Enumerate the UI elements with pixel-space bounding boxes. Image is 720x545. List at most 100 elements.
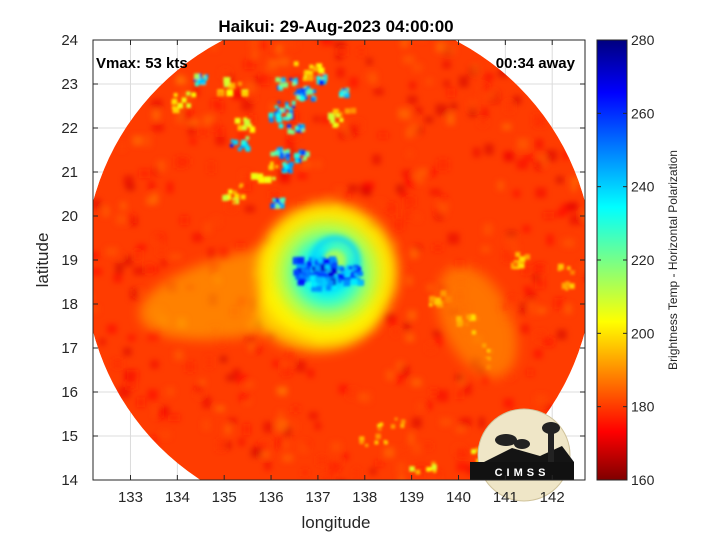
cell-pixel xyxy=(172,106,180,114)
swath-pixel xyxy=(150,360,159,369)
swath-pixel xyxy=(317,455,328,465)
swath-pixel xyxy=(126,369,139,380)
swath-pixel xyxy=(189,138,197,145)
cell-pixel xyxy=(177,102,184,109)
cell-pixel xyxy=(277,110,282,115)
swath-pixel xyxy=(427,168,437,177)
swath-pixel xyxy=(510,297,519,308)
swath-pixel xyxy=(479,117,488,127)
swath-pixel xyxy=(192,232,203,243)
swath-pixel xyxy=(136,397,146,408)
swath-pixel xyxy=(374,200,385,209)
swath-pixel xyxy=(337,479,346,480)
y-tick-label: 14 xyxy=(61,472,78,489)
swath-pixel xyxy=(244,334,256,343)
swath-pixel xyxy=(195,390,204,399)
cell-pixel xyxy=(316,277,324,284)
colorbar-tick-label: 280 xyxy=(631,32,655,48)
cell-pixel xyxy=(343,269,350,276)
cell-pixel xyxy=(344,108,351,114)
swath-pixel xyxy=(413,244,422,252)
cell-pixel xyxy=(287,162,293,169)
cell-pixel xyxy=(194,82,199,87)
cell-pixel xyxy=(316,285,323,292)
swath-pixel xyxy=(152,167,160,176)
swath-pixel xyxy=(412,172,425,185)
swath-pixel xyxy=(534,278,545,289)
swath-pixel xyxy=(447,88,456,97)
swath-pixel xyxy=(286,357,295,366)
logo-tower-tank xyxy=(542,422,560,434)
cell-pixel xyxy=(293,269,300,276)
swath-pixel xyxy=(156,408,165,421)
cell-pixel xyxy=(277,107,281,111)
cell-pixel xyxy=(181,97,187,103)
swath-pixel xyxy=(481,245,491,253)
cell-pixel xyxy=(335,123,339,127)
swath-pixel xyxy=(333,457,342,466)
logo-satellite-dish-2 xyxy=(514,439,530,449)
cell-pixel xyxy=(173,93,178,97)
swath-pixel xyxy=(93,268,102,276)
swath-pixel xyxy=(290,81,302,92)
swath-pixel xyxy=(505,233,517,244)
cell-pixel xyxy=(279,154,285,160)
swath-pixel xyxy=(404,176,412,184)
swath-pixel xyxy=(251,50,259,60)
cell-pixel xyxy=(257,173,264,179)
cell-pixel xyxy=(281,77,286,83)
cell-pixel xyxy=(301,127,306,132)
cell-pixel xyxy=(234,193,240,199)
swath-pixel xyxy=(238,393,250,402)
swath-pixel xyxy=(432,244,443,252)
cell-pixel xyxy=(384,441,388,445)
cell-pixel xyxy=(320,264,327,272)
swath-pixel xyxy=(261,440,270,452)
cell-pixel xyxy=(269,117,274,123)
cell-pixel xyxy=(242,90,248,97)
swath-pixel xyxy=(411,123,419,131)
cell-pixel xyxy=(486,364,492,370)
swath-pixel xyxy=(348,184,358,193)
swath-pixel xyxy=(253,76,262,85)
swath-pixel xyxy=(83,293,91,301)
swath-pixel xyxy=(353,468,360,480)
swath-pixel xyxy=(216,100,224,113)
swath-pixel xyxy=(106,324,117,334)
cell-pixel xyxy=(296,95,301,100)
swath-pixel xyxy=(588,281,598,290)
cell-pixel xyxy=(337,273,345,281)
cell-pixel xyxy=(191,92,197,98)
cell-pixel xyxy=(487,357,491,361)
cell-pixel xyxy=(466,314,472,320)
swath-pixel xyxy=(224,441,232,450)
x-tick-label: 141 xyxy=(493,489,518,506)
swath-pixel xyxy=(395,373,403,385)
swath-pixel xyxy=(555,176,564,184)
swath-pixel xyxy=(409,248,419,259)
swath-pixel xyxy=(386,316,397,326)
swath-pixel xyxy=(215,127,225,137)
swath-pixel xyxy=(202,396,212,409)
swath-pixel xyxy=(215,136,226,146)
cell-pixel xyxy=(440,290,447,297)
swath-pixel xyxy=(432,330,441,337)
cell-pixel xyxy=(512,261,519,268)
x-tick-label: 134 xyxy=(165,489,190,506)
swath-pixel xyxy=(509,244,519,256)
cell-pixel xyxy=(198,79,204,85)
x-tick-label: 139 xyxy=(399,489,424,506)
swath-pixel xyxy=(334,187,344,198)
swath-pixel xyxy=(321,475,333,480)
cell-pixel xyxy=(300,150,306,156)
cell-pixel xyxy=(365,443,369,447)
swath-pixel xyxy=(478,417,485,429)
cell-pixel xyxy=(565,281,570,287)
swath-pixel xyxy=(210,43,217,51)
cell-pixel xyxy=(289,77,293,81)
swath-pixel xyxy=(403,322,410,331)
swath-pixel xyxy=(434,213,444,221)
cell-pixel xyxy=(314,259,320,266)
swath-pixel xyxy=(372,154,381,165)
swath-pixel xyxy=(118,386,131,399)
